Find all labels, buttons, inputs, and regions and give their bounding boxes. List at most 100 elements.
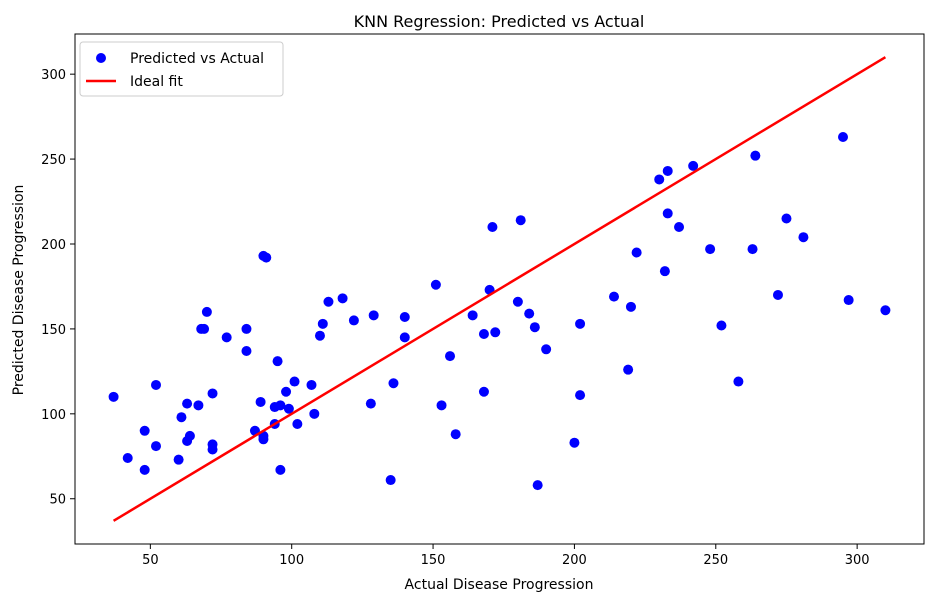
scatter-point-10 — [184, 430, 195, 441]
scatter-point-1 — [122, 452, 133, 463]
y-tick-label-50: 50 — [49, 493, 66, 508]
scatter-point-14 — [201, 306, 212, 317]
scatter-point-40 — [323, 296, 334, 307]
scatter-point-73 — [659, 266, 670, 277]
x-tick-label-250: 250 — [703, 553, 728, 568]
scatter-point-42 — [348, 315, 359, 326]
scatter-point-68 — [609, 291, 619, 302]
scatter-point-54 — [478, 386, 489, 397]
scatter-point-41 — [337, 293, 348, 304]
scatter-point-20 — [241, 345, 252, 356]
scatter-point-59 — [512, 296, 523, 307]
scatter-point-60 — [515, 215, 526, 226]
scatter-point-77 — [688, 160, 699, 171]
y-tick-label-150: 150 — [41, 323, 66, 338]
scatter-point-80 — [733, 376, 744, 387]
scatter-point-66 — [575, 318, 586, 329]
scatter-point-8 — [182, 398, 193, 409]
scatter-point-58 — [490, 327, 501, 338]
scatter-point-2 — [139, 425, 150, 436]
scatter-point-87 — [843, 295, 854, 306]
scatter-point-86 — [838, 132, 848, 142]
scatter-point-29 — [272, 356, 283, 367]
scatter-point-50 — [436, 400, 447, 411]
scatter-point-78 — [705, 244, 716, 255]
scatter-point-22 — [255, 396, 266, 407]
scatter-point-15 — [207, 388, 218, 399]
scatter-point-38 — [314, 330, 325, 341]
scatter-point-46 — [388, 378, 399, 389]
x-tick-label-100: 100 — [279, 553, 304, 568]
chart-title: KNN Regression: Predicted vs Actual — [354, 12, 645, 31]
scatter-point-26 — [261, 252, 272, 263]
scatter-point-84 — [781, 213, 792, 224]
scatter-point-6 — [173, 454, 184, 465]
scatter-point-35 — [292, 419, 303, 430]
scatter-point-75 — [662, 165, 673, 176]
scatter-point-55 — [478, 329, 489, 339]
scatter-point-57 — [487, 222, 498, 233]
legend-label-scatter: Predicted vs Actual — [130, 51, 264, 67]
scatter-point-65 — [569, 437, 580, 448]
y-tick-label-200: 200 — [41, 238, 66, 253]
x-tick-label-50: 50 — [142, 553, 159, 568]
legend-marker-scatter — [96, 53, 106, 63]
scatter-point-48 — [399, 332, 410, 343]
x-tick-label-200: 200 — [562, 553, 587, 568]
scatter-point-5 — [151, 441, 161, 452]
legend-box — [79, 41, 284, 97]
legend: Predicted vs Actual Ideal fit — [79, 41, 284, 97]
scatter-point-32 — [281, 386, 292, 397]
scatter-point-13 — [199, 323, 210, 334]
scatter-point-18 — [221, 332, 232, 343]
scatter-point-53 — [467, 310, 478, 321]
scatter-point-67 — [575, 390, 586, 401]
plot-frame — [74, 33, 925, 545]
scatter-point-83 — [772, 289, 783, 300]
scatter-point-70 — [625, 301, 636, 312]
scatter-point-47 — [399, 312, 410, 323]
x-tick-label-150: 150 — [421, 553, 446, 568]
scatter-point-61 — [524, 308, 535, 319]
scatter-point-51 — [445, 351, 456, 362]
scatter-point-34 — [289, 376, 300, 387]
scatter-point-72 — [654, 174, 665, 185]
x-tick-label-300: 300 — [845, 553, 870, 568]
y-tick-label-250: 250 — [41, 153, 66, 168]
scatter-point-37 — [309, 408, 320, 419]
scatter-point-19 — [241, 323, 252, 334]
plot-area: 50 100 150 200 250 300 50 100 150 200 250 300 — [41, 33, 925, 568]
scatter-point-62 — [529, 322, 540, 333]
scatter-point-7 — [176, 412, 187, 423]
scatter-point-11 — [193, 400, 204, 411]
scatter-point-30 — [275, 400, 286, 411]
scatter-point-52 — [450, 429, 461, 440]
scatter-point-3 — [139, 464, 150, 475]
scatter-point-74 — [662, 208, 673, 219]
scatter-point-43 — [365, 398, 376, 409]
scatter-point-4 — [151, 379, 161, 390]
scatter-point-0 — [108, 391, 119, 402]
scatter-point-71 — [631, 247, 642, 258]
legend-label-line: Ideal fit — [130, 74, 183, 90]
scatter-point-63 — [532, 480, 543, 491]
scatter-point-31 — [275, 464, 286, 475]
scatter-point-36 — [306, 379, 317, 390]
scatter-point-17 — [207, 444, 218, 455]
scatter-point-82 — [750, 150, 761, 161]
scatter-point-88 — [880, 305, 891, 316]
x-axis-label: Actual Disease Progression — [405, 577, 594, 593]
ideal-fit-line — [112, 56, 887, 522]
scatter-point-64 — [541, 344, 552, 355]
scatter-point-44 — [368, 310, 379, 321]
scatter-point-69 — [623, 364, 634, 375]
scatter-point-39 — [317, 318, 328, 329]
y-tick-label-100: 100 — [41, 408, 66, 423]
scatter-point-33 — [283, 403, 294, 414]
scatter-point-49 — [430, 279, 441, 290]
scatter-point-85 — [798, 232, 809, 243]
scatter-point-79 — [716, 320, 727, 331]
scatter-point-81 — [747, 244, 758, 255]
scatter-point-76 — [674, 222, 685, 233]
